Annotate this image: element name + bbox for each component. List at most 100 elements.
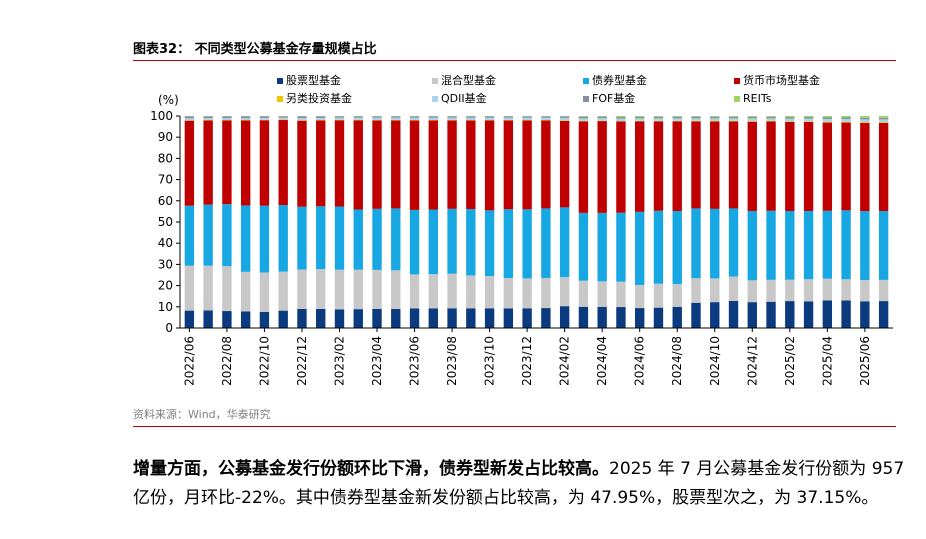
source-divider: [133, 426, 896, 427]
bar-segment: [334, 117, 345, 120]
bar-segment: [691, 116, 701, 119]
bar-segment: [691, 278, 701, 303]
bar-segment: [597, 118, 607, 121]
bar-segment: [766, 279, 776, 302]
bar-segment: [860, 119, 870, 123]
bar-segment: [635, 118, 645, 121]
x-axis: 2022/06 2022/08 2022/10 2022/12 2023/02 2023/…: [180, 327, 893, 386]
bar-segment: [447, 116, 457, 118]
legend-label: 股票型基金: [286, 73, 341, 87]
bar-segment: [747, 121, 757, 122]
bar-segment: [597, 306, 607, 328]
bar-segment: [278, 271, 288, 311]
bar-segment: [616, 281, 626, 308]
bar-segment: [672, 121, 682, 211]
bar-segment: [860, 301, 870, 328]
bar-segment: [672, 118, 682, 121]
bar-segment: [203, 120, 213, 205]
bar-segment: [785, 121, 795, 122]
x-tick-label: 2024/10: [708, 336, 722, 386]
bar-segment: [203, 265, 213, 311]
bar-segment: [822, 121, 833, 123]
source-note: 资料来源：Wind，华泰研究: [133, 408, 271, 421]
bar-segment: [522, 116, 532, 118]
bar-segment: [878, 123, 889, 211]
bar-segment: [203, 310, 213, 328]
bar-segment: [766, 301, 776, 328]
bar-segment: [822, 117, 833, 119]
bar-segment: [803, 121, 814, 122]
x-tick-label: 2023/12: [520, 336, 534, 386]
legend-swatch: [734, 78, 740, 84]
bar-segment: [803, 279, 814, 302]
bar-segment: [785, 117, 795, 119]
bar-segment: [691, 208, 701, 279]
bar-segment: [635, 211, 645, 285]
bar-segment: [278, 120, 288, 206]
y-tick-label: 90: [158, 130, 173, 144]
x-tick-label: 2025/02: [783, 336, 797, 386]
bar-segment: [597, 281, 607, 307]
bar-segment: [466, 209, 476, 276]
bar-segment: [259, 205, 270, 273]
bar-segment: [616, 212, 626, 282]
bar-segment: [710, 120, 720, 122]
bar-segment: [203, 204, 213, 266]
bar-segment: [672, 116, 682, 119]
bar-segment: [184, 310, 195, 328]
bar-segment: [747, 210, 757, 281]
bar-segment: [672, 306, 682, 328]
x-tick-label: 2025/06: [858, 336, 872, 386]
bar-segment: [316, 206, 326, 270]
bar-segment: [297, 206, 307, 270]
bar-segment: [541, 208, 551, 278]
bar-segment: [484, 120, 495, 211]
x-tick-label: 2022/08: [220, 336, 234, 386]
bar-segment: [728, 118, 739, 121]
bar-segment: [297, 120, 307, 207]
bar-segment: [878, 122, 889, 123]
bar-segment: [297, 116, 307, 119]
bar-segment: [184, 205, 195, 266]
bar-segment: [409, 117, 420, 121]
bar-segment: [428, 274, 438, 309]
bar-segment: [259, 117, 270, 120]
bar-segment: [578, 121, 589, 213]
bar-segment: [447, 308, 457, 328]
commentary-text: 2025 年 7 月公募基金发行份额为 957 亿份，月环比-22%。其中债券型…: [133, 459, 905, 508]
bar-segment: [353, 116, 363, 118]
bar-segment: [878, 116, 889, 118]
y-tick-label: 70: [158, 173, 173, 187]
legend-swatch: [734, 96, 740, 102]
bar-segment: [635, 116, 645, 119]
bar-segment: [484, 210, 495, 277]
x-tick-label: 2022/06: [182, 336, 196, 386]
bar-segment: [691, 302, 701, 328]
bar-segment: [785, 210, 795, 280]
bar-segment: [841, 279, 851, 301]
y-tick-label: 100: [150, 109, 173, 123]
legend-label: 混合型基金: [441, 73, 496, 87]
bar-segment: [710, 116, 720, 117]
bar-segment: [541, 308, 551, 328]
bar-segment: [484, 117, 495, 121]
bar-segment: [766, 116, 776, 117]
x-tick-label: 2022/10: [257, 336, 271, 386]
bar-segment: [766, 116, 776, 119]
bar-segment: [222, 204, 232, 267]
bar-segment: [710, 121, 720, 209]
bar-segment: [222, 116, 232, 119]
bar-segment: [559, 120, 570, 208]
bar-segment: [578, 116, 589, 119]
commentary-paragraph: 增量方面，公募基金发行份额环比下滑，债券型新发占比较高。2025 年 7 月公募…: [133, 455, 923, 513]
bar-segment: [409, 209, 420, 275]
bar-segment: [841, 121, 851, 123]
bar-segment: [747, 116, 757, 117]
bar-segment: [616, 118, 626, 122]
legend-swatch: [432, 96, 438, 102]
bar-segment: [616, 116, 626, 118]
bar-segment: [860, 122, 870, 123]
bar-segment: [728, 116, 739, 117]
bar-segment: [541, 120, 551, 209]
bar-segment: [728, 300, 739, 328]
